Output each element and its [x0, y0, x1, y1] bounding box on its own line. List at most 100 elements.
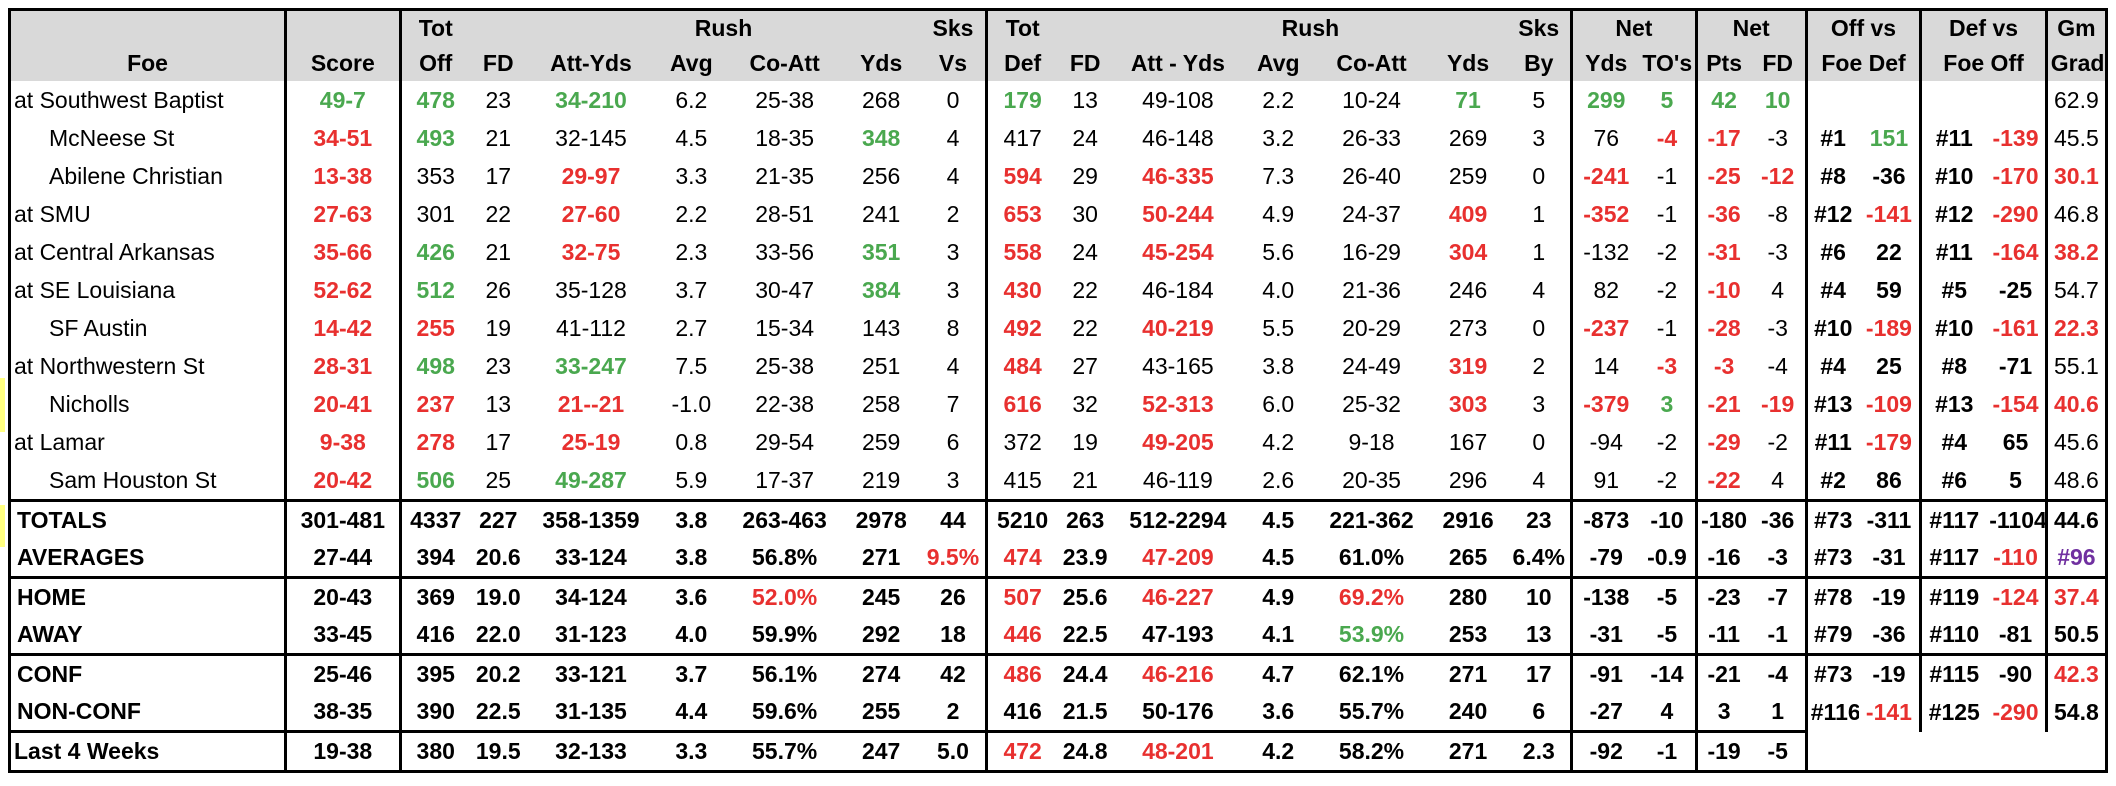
- stat-cell: 25: [485, 467, 512, 493]
- stat-cell: 23: [1507, 499, 1572, 539]
- stat-cell: #8: [1919, 347, 1987, 385]
- stat-cell: 49-7: [284, 81, 401, 119]
- stat-cell: 16-29: [1342, 239, 1401, 265]
- stat-cell: -290: [1992, 698, 2039, 725]
- stat-cell: -92: [1570, 730, 1640, 773]
- summary-row: NON-CONF 38-35 390 22.5 31-135 4.4 59.6% 255 2 41…: [10, 693, 2107, 732]
- header-cell: Sks: [920, 9, 987, 46]
- stat-cell: 246: [1448, 277, 1488, 303]
- stat-cell: 395: [398, 653, 470, 693]
- stat-cell: 21: [485, 125, 512, 151]
- games-section: at Southwest Baptist 49-7 478 23 34-210 6.2 25…: [10, 81, 2107, 501]
- game-row: Nicholls 20-41 237 13 21--21 -1.0 22-38 258 7 616…: [10, 385, 2107, 423]
- stat-cell: -873: [1570, 499, 1640, 539]
- stat-cell: -1: [1656, 163, 1678, 189]
- stat-cell: 241: [861, 201, 901, 227]
- stat-cell: 3.8: [1262, 353, 1295, 379]
- stat-cell: -14: [1639, 653, 1697, 693]
- team-stats-table-container: Tot Rush Sks Tot Rush Sks Net Net Off vs…: [8, 8, 2108, 773]
- foe-name: Sam Houston St: [49, 467, 217, 493]
- stat-cell: 446: [985, 616, 1057, 655]
- stat-cell: 38.2: [2044, 233, 2107, 271]
- stat-cell: 20-43: [284, 576, 401, 616]
- stat-cell: -1: [1639, 730, 1697, 773]
- stat-cell: 21: [485, 239, 512, 265]
- stat-cell: 40-219: [1142, 315, 1214, 341]
- header-cell: Foe Off: [1919, 46, 2047, 81]
- stat-cell: -2: [1656, 429, 1678, 455]
- stat-cell: 15-34: [755, 315, 815, 341]
- stat-cell: 5.9: [675, 467, 708, 493]
- stat-cell: 29-97: [561, 163, 621, 189]
- game-row: at Central Arkansas 35-66 426 21 32-75 2.3 33-…: [10, 233, 2107, 271]
- stat-cell: 61.0%: [1338, 544, 1405, 570]
- foe-name: Abilene Christian: [49, 163, 223, 189]
- foe-name: at Northwestern St: [14, 353, 205, 379]
- stat-cell: 52-62: [284, 271, 401, 309]
- stat-cell: -28: [1694, 309, 1751, 347]
- stat-cell: 256: [861, 163, 901, 189]
- stat-cell: 301-481: [284, 499, 401, 539]
- stat-cell: 512: [398, 271, 470, 309]
- stat-cell: 49-287: [555, 467, 627, 493]
- stat-cell: 2: [946, 698, 960, 724]
- stat-cell: 4: [1771, 467, 1785, 493]
- stat-cell: 409: [1448, 201, 1488, 227]
- stat-cell: 44: [920, 499, 987, 539]
- stat-cell: 426: [398, 233, 470, 271]
- stat-cell: -36: [1750, 499, 1807, 539]
- stat-cell: -241: [1570, 157, 1640, 195]
- stat-cell: 372: [985, 423, 1057, 461]
- header-cell: TO's: [1639, 46, 1697, 81]
- stat-cell: 47-209: [1142, 544, 1214, 570]
- stat-cell: 299: [1570, 81, 1640, 119]
- game-row: SF Austin 14-42 255 19 41-112 2.7 15-34 143 8 492…: [10, 309, 2107, 347]
- stat-cell: #4: [1804, 271, 1859, 309]
- stat-cell: #11: [1804, 423, 1859, 461]
- stat-cell: -19: [1694, 730, 1751, 773]
- stat-cell: 42: [1694, 81, 1751, 119]
- stat-cell: #10: [1919, 309, 1987, 347]
- stat-cell: -352: [1570, 195, 1640, 233]
- stat-cell: [1859, 81, 1921, 119]
- stat-cell: 23.9: [1062, 544, 1108, 570]
- header-cell: Co-Att: [727, 46, 842, 81]
- header-cell: Foe: [9, 46, 286, 81]
- stat-cell: 22: [1072, 277, 1098, 303]
- stat-cell: 26-40: [1342, 163, 1401, 189]
- header-cell: Sks: [1507, 9, 1572, 46]
- stat-cell: 21--21: [557, 391, 625, 417]
- stat-cell: 56.8%: [752, 544, 818, 570]
- stat-cell: -311: [1858, 499, 1921, 539]
- game-row: at Northwestern St 28-31 498 23 33-247 7.5 25-…: [10, 347, 2107, 385]
- stat-cell: 271: [861, 544, 901, 570]
- stat-cell: 32: [1072, 391, 1098, 417]
- stat-cell: 4.4: [675, 698, 708, 724]
- stat-cell: 18-35: [755, 125, 815, 151]
- stat-cell: -161: [1992, 315, 2039, 341]
- stat-cell: 7: [946, 391, 960, 417]
- stat-cell: 4.2: [1242, 730, 1315, 773]
- stat-cell: 22.5: [475, 698, 521, 724]
- stat-cell: 4337: [398, 499, 470, 539]
- stat-cell: 3.7: [655, 653, 728, 693]
- stat-cell: 3: [1660, 391, 1674, 417]
- stat-cell: #5: [1919, 271, 1987, 309]
- stat-cell: 416: [985, 693, 1057, 732]
- stat-cell: #4: [1919, 423, 1987, 461]
- stat-cell: 265: [1448, 544, 1488, 570]
- stat-cell: #2: [1804, 461, 1859, 501]
- stat-cell: 30-47: [755, 277, 815, 303]
- stat-cell: 19.0: [469, 576, 527, 616]
- game-row: at Southwest Baptist 49-7 478 23 34-210 6.2 25…: [10, 81, 2107, 119]
- stat-cell: 2.2: [675, 201, 708, 227]
- stat-cell: 43-165: [1142, 353, 1214, 379]
- stat-cell: 19: [485, 315, 512, 341]
- stat-cell: 271: [1428, 730, 1508, 773]
- stat-cell: 3.6: [1262, 698, 1295, 724]
- stat-cell: #1: [1804, 119, 1859, 157]
- stat-cell: 55.7%: [727, 730, 842, 773]
- stat-cell: -8: [1767, 201, 1788, 227]
- foe-name: at SE Louisiana: [14, 277, 176, 303]
- stat-cell: -379: [1570, 385, 1640, 423]
